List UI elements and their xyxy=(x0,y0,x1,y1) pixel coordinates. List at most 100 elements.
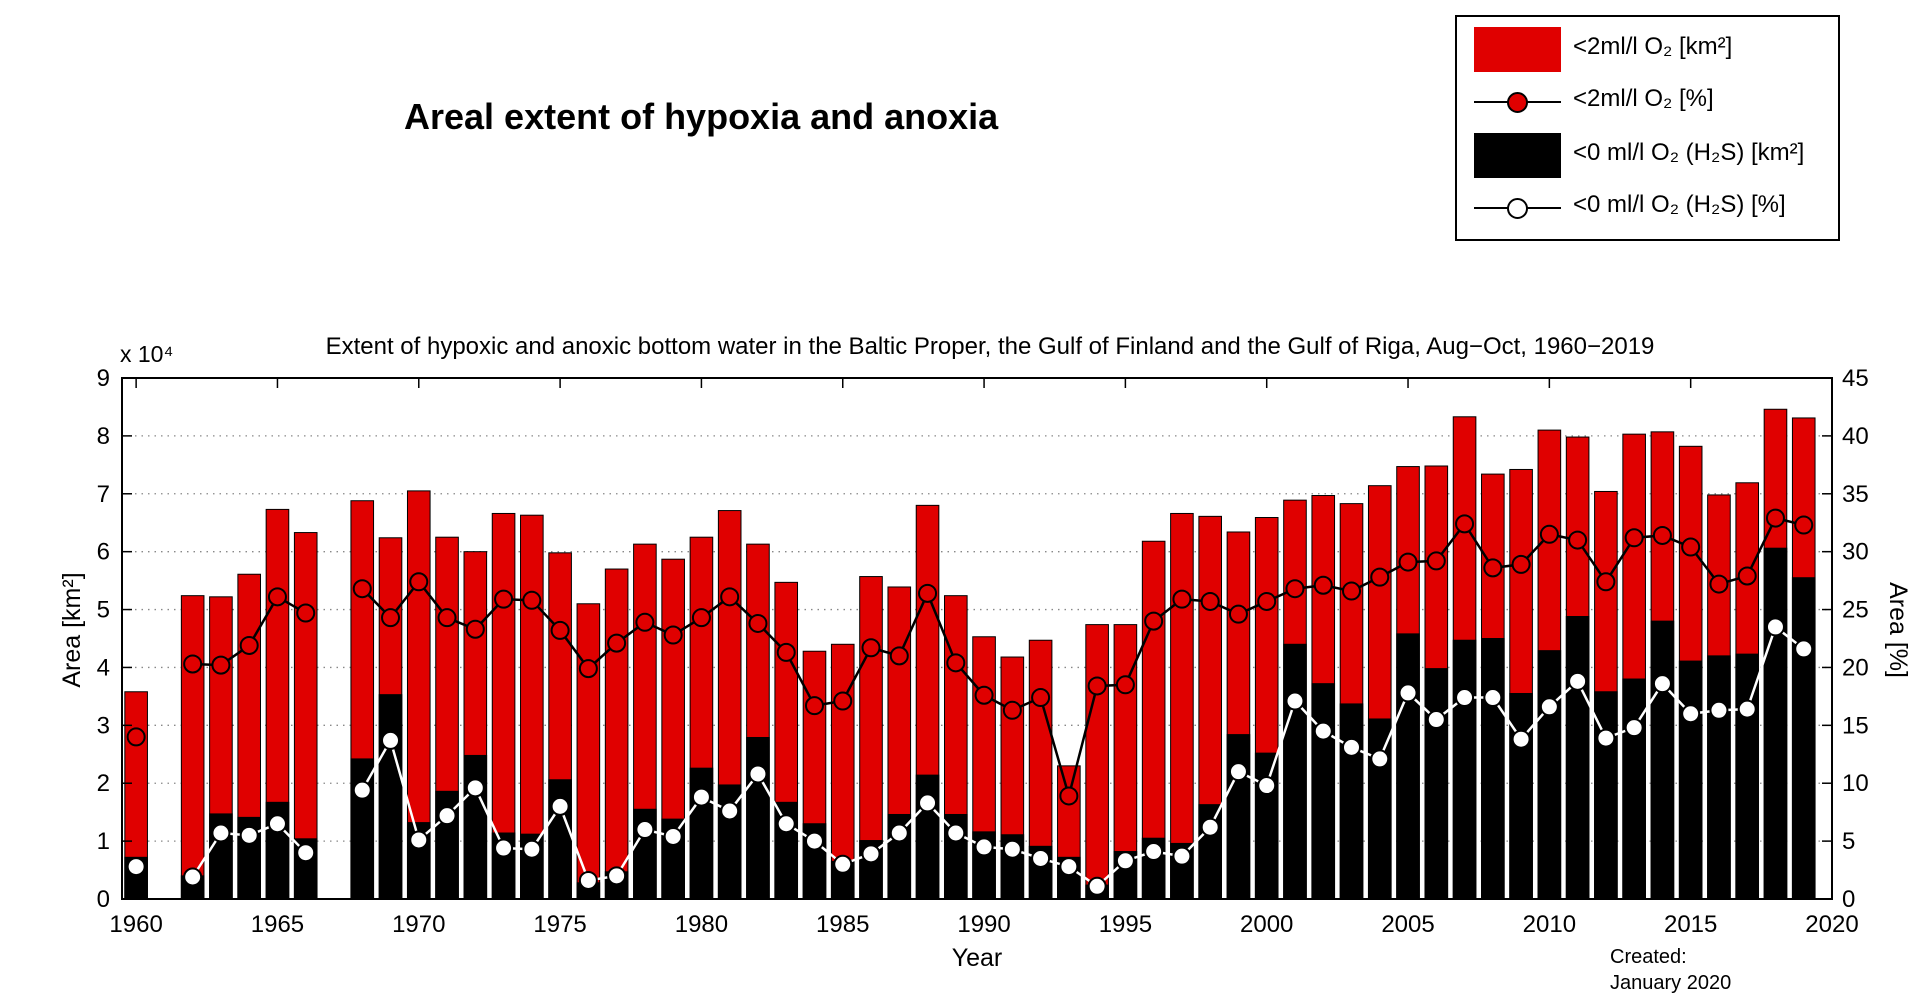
bar-anoxia-2006 xyxy=(1424,668,1449,900)
hypoxia-percent-point-1966 xyxy=(296,603,316,623)
bars xyxy=(124,408,1816,900)
hypoxia-percent-point-2019 xyxy=(1794,515,1814,535)
hypoxia-percent-point-1995 xyxy=(1115,675,1135,695)
hypoxia-percent-point-2010 xyxy=(1539,524,1559,544)
hypoxia-percent-point-1981 xyxy=(720,587,740,607)
legend-swatch-black xyxy=(1474,133,1561,178)
bar-hypoxia-1994 xyxy=(1085,624,1109,900)
anoxia-percent-point-1976 xyxy=(578,870,598,890)
hypoxia-percent-point-1986 xyxy=(861,638,881,658)
created-label: Created: xyxy=(1610,946,1687,968)
anoxia-percent-point-1964 xyxy=(239,825,259,845)
anoxia-percent-point-1970 xyxy=(409,830,429,850)
y-tick-label-left: 1 xyxy=(97,828,110,855)
bar-hypoxia-1997 xyxy=(1170,512,1194,900)
bar-anoxia-1999 xyxy=(1226,734,1251,900)
y-tick-label-left: 2 xyxy=(97,770,110,797)
y-multiplier-label: x 10⁴ xyxy=(120,341,173,367)
x-tick-label: 1990 xyxy=(957,911,1010,938)
hypoxia-percent-point-2004 xyxy=(1370,567,1390,587)
anoxia-percent-point-1980 xyxy=(691,787,711,807)
anoxia-percent-point-1965 xyxy=(267,814,287,834)
hypoxia-percent-point-1980 xyxy=(691,608,711,628)
hypoxia-percent-point-1970 xyxy=(409,572,429,592)
anoxia-percent-point-1982 xyxy=(748,764,768,784)
anoxia-percent-point-2007 xyxy=(1455,688,1475,708)
anoxia-percent-point-1998 xyxy=(1200,817,1220,837)
legend-item-anoxia-area: <0 ml/l O₂ (H₂S) [km²] xyxy=(1457,131,1838,181)
hypoxia-percent-point-1971 xyxy=(437,608,457,628)
legend: <2ml/l O₂ [km²] <2ml/l O₂ [%] <0 ml/l O₂… xyxy=(1455,15,1840,241)
percent-lines xyxy=(126,508,1814,896)
hypoxia-percent-point-1985 xyxy=(833,691,853,711)
anoxia-percent-point-1981 xyxy=(720,801,740,821)
anoxia-percent-point-2015 xyxy=(1681,704,1701,724)
hypoxia-percent-point-1999 xyxy=(1228,604,1248,624)
anoxia-percent-point-2008 xyxy=(1483,688,1503,708)
anoxia-percent-point-2017 xyxy=(1737,699,1757,719)
bar-hypoxia-1962 xyxy=(180,595,205,900)
created-date: January 2020 xyxy=(1610,972,1732,994)
x-tick-label: 2000 xyxy=(1240,911,1293,938)
legend-label: <2ml/l O₂ [km²] xyxy=(1573,33,1733,60)
hypoxia-percent-point-1960 xyxy=(126,727,146,747)
anoxia-percent-point-2016 xyxy=(1709,700,1729,720)
hypoxia-percent-point-2003 xyxy=(1342,581,1362,601)
main-title: Areal extent of hypoxia and anoxia xyxy=(404,96,999,137)
anoxia-percent-point-2013 xyxy=(1624,718,1644,738)
y-tick-label-right: 10 xyxy=(1842,770,1869,797)
anoxia-percent-point-1984 xyxy=(804,831,824,851)
legend-label: <0 ml/l O₂ (H₂S) [%] xyxy=(1573,191,1786,218)
hypoxia-percent-point-1962 xyxy=(183,654,203,674)
x-tick-label: 2020 xyxy=(1805,911,1858,938)
hypoxia-percent-point-1997 xyxy=(1172,589,1192,609)
hypoxia-percent-point-1979 xyxy=(663,625,683,645)
chart-title: Extent of hypoxic and anoxic bottom wate… xyxy=(326,333,1655,360)
hypoxia-percent-point-2016 xyxy=(1709,574,1729,594)
bar-anoxia-2000 xyxy=(1254,752,1279,900)
hypoxia-percent-point-2017 xyxy=(1737,566,1757,586)
anoxia-percent-point-1988 xyxy=(918,793,938,813)
bar-anoxia-2016 xyxy=(1707,655,1731,900)
y-tick-label-right: 15 xyxy=(1842,712,1869,739)
hypoxia-percent-point-1998 xyxy=(1200,591,1220,611)
anoxia-percent-point-1989 xyxy=(946,823,966,843)
hypoxia-percent-point-1983 xyxy=(776,642,796,662)
anoxia-percent-point-1990 xyxy=(974,837,994,857)
anoxia-percent-point-2009 xyxy=(1511,729,1531,749)
bar-anoxia-2018 xyxy=(1763,547,1788,900)
y-axis-label-left: Area [km²] xyxy=(58,572,86,687)
hypoxia-percent-point-1964 xyxy=(239,635,259,655)
anoxia-percent-point-1994 xyxy=(1087,876,1107,896)
hypoxia-percent-point-1993 xyxy=(1059,786,1079,806)
hypoxia-percent-point-1982 xyxy=(748,613,768,633)
x-axis-label: Year xyxy=(952,944,1003,972)
hypoxia-percent-point-1996 xyxy=(1144,611,1164,631)
hypoxia-percent-point-2013 xyxy=(1624,528,1644,548)
bar-anoxia-2005 xyxy=(1396,633,1420,900)
hypoxia-percent-point-1976 xyxy=(578,659,598,679)
anoxia-percent-line xyxy=(361,624,1805,888)
anoxia-percent-point-1993 xyxy=(1059,857,1079,877)
x-tick-label: 2010 xyxy=(1523,911,1576,938)
y-tick-label-right: 35 xyxy=(1842,481,1869,508)
legend-label: <2ml/l O₂ [%] xyxy=(1573,85,1714,112)
anoxia-percent-point-2011 xyxy=(1568,671,1588,691)
bar-anoxia-2004 xyxy=(1367,718,1392,900)
bar-anoxia-2013 xyxy=(1622,678,1646,900)
hypoxia-percent-point-1965 xyxy=(267,587,287,607)
anoxia-percent-point-1996 xyxy=(1144,842,1164,862)
anoxia-percent-point-1985 xyxy=(833,854,853,874)
anoxia-percent-point-1991 xyxy=(1002,839,1022,859)
hypoxia-percent-point-1974 xyxy=(522,590,542,610)
anoxia-percent-point-2000 xyxy=(1257,776,1277,796)
bar-anoxia-2001 xyxy=(1283,643,1307,900)
anoxia-percent-point-2004 xyxy=(1370,749,1390,769)
hypoxia-percent-point-2018 xyxy=(1765,508,1785,528)
hypoxia-percent-point-2000 xyxy=(1257,591,1277,611)
hypoxia-percent-point-1973 xyxy=(494,589,514,609)
hypoxia-percent-point-2014 xyxy=(1652,525,1672,545)
legend-marker-white xyxy=(1507,198,1528,219)
